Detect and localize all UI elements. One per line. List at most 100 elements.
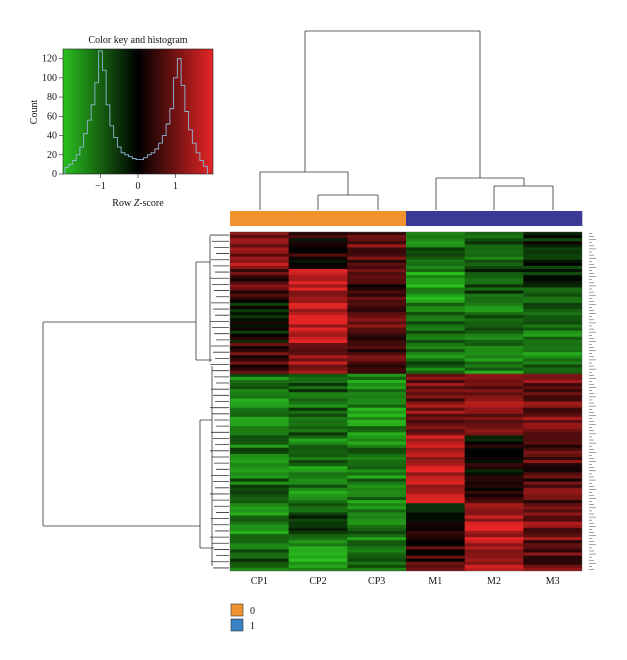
col-dendro-root: [304, 30, 481, 178]
heatmap-cell: [347, 275, 407, 279]
heatmap-cell: [406, 444, 466, 449]
heatmap-cell: [347, 540, 407, 544]
group-legend: 01: [230, 603, 255, 632]
heatmap-cell: [523, 330, 582, 335]
heatmap-cell: [230, 333, 290, 338]
heatmap-cell: [288, 250, 348, 254]
group-bar-segment: [230, 211, 289, 226]
group-bar-segment: [406, 211, 465, 226]
heatmap-cell: [288, 302, 348, 307]
heatmap-cell: [230, 238, 290, 242]
heatmap-cell: [230, 262, 290, 267]
heatmap-cell: [347, 376, 407, 381]
heatmap-cell: [288, 518, 348, 523]
heatmap-cell: [288, 355, 348, 359]
heatmap-cell: [288, 284, 348, 288]
heatmap-cell: [464, 333, 524, 338]
heatmap-cell: [230, 318, 290, 322]
heatmap-cell: [523, 419, 582, 424]
heatmap-cell: [347, 447, 407, 452]
heatmap-cell: [347, 423, 407, 427]
heatmap-cell: [523, 413, 582, 418]
heatmap-cell: [230, 549, 290, 553]
heatmap-cell: [347, 521, 407, 526]
heatmap-cell: [288, 395, 348, 399]
heatmap-cell: [288, 460, 348, 464]
heatmap-cell: [523, 376, 582, 381]
heatmap-cell: [523, 546, 582, 550]
heatmap-cell: [347, 272, 407, 276]
heatmap-cell: [406, 426, 466, 430]
heatmap-cell: [230, 339, 290, 344]
heatmap-cell: [230, 367, 290, 372]
heatmap-cell: [230, 416, 290, 421]
color-key-title: Color key and histogram: [88, 35, 187, 46]
heatmap-cell: [523, 500, 582, 504]
heatmap-cell: [230, 521, 290, 526]
heatmap-cell: [288, 321, 348, 325]
heatmap-cell: [230, 278, 290, 282]
heatmap-cell: [406, 379, 466, 384]
heatmap-cell: [288, 466, 348, 470]
heatmap-cell: [406, 299, 466, 304]
heatmap-cell: [347, 367, 407, 372]
heatmap-cell: [406, 404, 466, 409]
heatmap-cell: [230, 247, 290, 251]
heatmap-cell: [230, 235, 290, 239]
heatmap-cell: [347, 506, 407, 510]
heatmap-cell: [288, 407, 348, 412]
heatmap-cell: [288, 281, 348, 285]
heatmap-cell: [288, 318, 348, 322]
heatmap-cell: [464, 521, 524, 526]
heatmap-cell: [347, 460, 407, 464]
heatmap-cell: [288, 272, 348, 276]
heatmap-cell: [288, 352, 348, 356]
heatmap-cell: [230, 567, 290, 571]
heatmap-cell: [347, 398, 407, 402]
heatmap-cell: [523, 555, 582, 560]
heatmap-cell: [230, 373, 290, 378]
heatmap-cell: [464, 395, 524, 399]
heatmap-cell: [288, 398, 348, 402]
heatmap-cell: [288, 315, 348, 319]
heatmap-cell: [230, 481, 290, 486]
heatmap-cell: [288, 235, 348, 239]
heatmap-cell: [523, 438, 582, 442]
heatmap-cell: [406, 469, 466, 473]
heatmap-cell: [464, 463, 524, 467]
heatmap-cell: [288, 413, 348, 418]
heatmap-cell: [288, 447, 348, 452]
heatmap-cell: [523, 509, 582, 513]
heatmap-cell: [230, 444, 290, 449]
heatmap-cell: [230, 413, 290, 418]
heatmap-cell: [523, 475, 582, 479]
heatmap-cell: [347, 432, 407, 436]
heatmap-cell: [523, 247, 582, 251]
heatmap-cell: [523, 315, 582, 319]
heatmap-cell: [288, 238, 348, 242]
heatmap-cell: [347, 555, 407, 560]
heatmap-cell: [230, 518, 290, 523]
heatmap-cell: [523, 272, 582, 276]
heatmap-cell: [230, 490, 290, 495]
heatmap-cell: [347, 549, 407, 553]
heatmap-cell: [406, 336, 466, 341]
heatmap-cell: [406, 429, 466, 433]
heatmap-cell: [464, 373, 524, 378]
heatmap-cell: [230, 376, 290, 381]
heatmap-cell: [406, 235, 466, 239]
heatmap-cell: [347, 373, 407, 378]
heatmap-cell: [464, 287, 524, 291]
heatmap-cell: [230, 401, 290, 405]
heatmap-cell: [406, 552, 466, 556]
heatmap-cell: [347, 238, 407, 242]
heatmap-cell: [523, 262, 582, 267]
heatmap-cell: [406, 524, 466, 529]
heatmap-cell: [288, 453, 348, 458]
heatmap-cell: [230, 429, 290, 433]
heatmap-cell: [230, 268, 290, 273]
heatmap-cell: [230, 564, 290, 569]
heatmap-cell: [230, 321, 290, 325]
heatmap-cell: [230, 500, 290, 504]
